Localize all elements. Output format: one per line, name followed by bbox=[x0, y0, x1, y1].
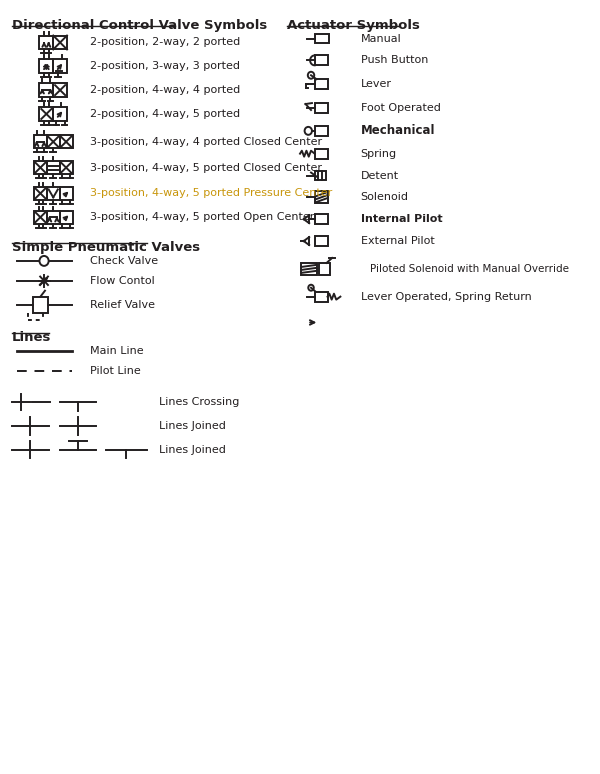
Bar bbox=[59, 187, 73, 200]
Text: Check Valve: Check Valve bbox=[90, 256, 158, 266]
Bar bbox=[314, 236, 328, 246]
Text: Internal Pilot: Internal Pilot bbox=[361, 214, 442, 224]
Text: Actuator Symbols: Actuator Symbols bbox=[287, 19, 420, 32]
Bar bbox=[314, 170, 326, 180]
Bar bbox=[314, 79, 328, 89]
Text: Lever: Lever bbox=[361, 79, 392, 89]
Bar bbox=[47, 211, 59, 224]
Text: Simple Pneumatic Valves: Simple Pneumatic Valves bbox=[12, 241, 200, 254]
Text: Lines Joined: Lines Joined bbox=[159, 421, 226, 430]
Bar bbox=[319, 263, 330, 275]
Text: Piloted Solenoid with Manual Override: Piloted Solenoid with Manual Override bbox=[370, 264, 569, 274]
Text: Lines Crossing: Lines Crossing bbox=[159, 397, 239, 407]
Bar bbox=[40, 83, 53, 97]
Bar bbox=[314, 214, 328, 224]
Bar bbox=[314, 191, 328, 204]
Bar bbox=[34, 187, 47, 200]
Bar bbox=[40, 36, 53, 50]
Text: Lines: Lines bbox=[12, 331, 52, 344]
Text: 2-position, 2-way, 2 ported: 2-position, 2-way, 2 ported bbox=[90, 37, 240, 47]
Bar bbox=[53, 60, 67, 74]
Text: 3-position, 4-way, 5 ported Closed Center: 3-position, 4-way, 5 ported Closed Cente… bbox=[90, 163, 322, 173]
Text: Manual: Manual bbox=[361, 33, 401, 43]
Bar bbox=[59, 211, 73, 224]
Bar bbox=[47, 187, 59, 200]
Bar bbox=[314, 56, 328, 65]
Text: Solenoid: Solenoid bbox=[361, 193, 409, 202]
Bar bbox=[34, 161, 47, 174]
Bar bbox=[314, 292, 328, 302]
Text: 3-position, 4-way, 4 ported Closed Center: 3-position, 4-way, 4 ported Closed Cente… bbox=[90, 137, 322, 147]
Text: Pilot Line: Pilot Line bbox=[90, 366, 140, 376]
Text: 2-position, 3-way, 3 ported: 2-position, 3-way, 3 ported bbox=[90, 61, 240, 71]
Bar bbox=[314, 149, 328, 159]
Text: Main Line: Main Line bbox=[90, 346, 143, 356]
Bar bbox=[34, 211, 47, 224]
Bar bbox=[47, 135, 59, 149]
Text: 3-position, 4-way, 5 ported Open Center: 3-position, 4-way, 5 ported Open Center bbox=[90, 212, 314, 222]
Bar bbox=[314, 126, 328, 135]
Text: Mechanical: Mechanical bbox=[361, 125, 435, 137]
Bar bbox=[47, 161, 59, 174]
Bar bbox=[314, 33, 329, 43]
Text: Lever Operated, Spring Return: Lever Operated, Spring Return bbox=[361, 292, 532, 302]
Bar bbox=[53, 83, 67, 97]
Bar bbox=[33, 296, 48, 313]
Bar bbox=[40, 107, 53, 121]
Bar bbox=[34, 135, 47, 149]
Bar bbox=[53, 36, 67, 50]
Bar bbox=[40, 60, 53, 74]
Text: 2-position, 4-way, 4 ported: 2-position, 4-way, 4 ported bbox=[90, 85, 240, 95]
Bar bbox=[59, 161, 73, 174]
Bar bbox=[59, 135, 73, 149]
Text: Flow Contol: Flow Contol bbox=[90, 276, 155, 286]
Text: 2-position, 4-way, 5 ported: 2-position, 4-way, 5 ported bbox=[90, 109, 240, 119]
Text: Push Button: Push Button bbox=[361, 56, 428, 65]
Text: Foot Operated: Foot Operated bbox=[361, 103, 440, 113]
Text: Relief Valve: Relief Valve bbox=[90, 300, 155, 310]
Text: External Pilot: External Pilot bbox=[361, 236, 434, 246]
Bar bbox=[301, 263, 317, 275]
Text: Spring: Spring bbox=[361, 149, 397, 159]
Text: Lines Joined: Lines Joined bbox=[159, 444, 226, 454]
Text: 3-position, 4-way, 5 ported Pressure Center: 3-position, 4-way, 5 ported Pressure Cen… bbox=[90, 188, 332, 198]
Text: Detent: Detent bbox=[361, 170, 398, 180]
Bar bbox=[53, 107, 67, 121]
Text: Directional Control Valve Symbols: Directional Control Valve Symbols bbox=[12, 19, 267, 32]
Bar bbox=[314, 103, 328, 113]
